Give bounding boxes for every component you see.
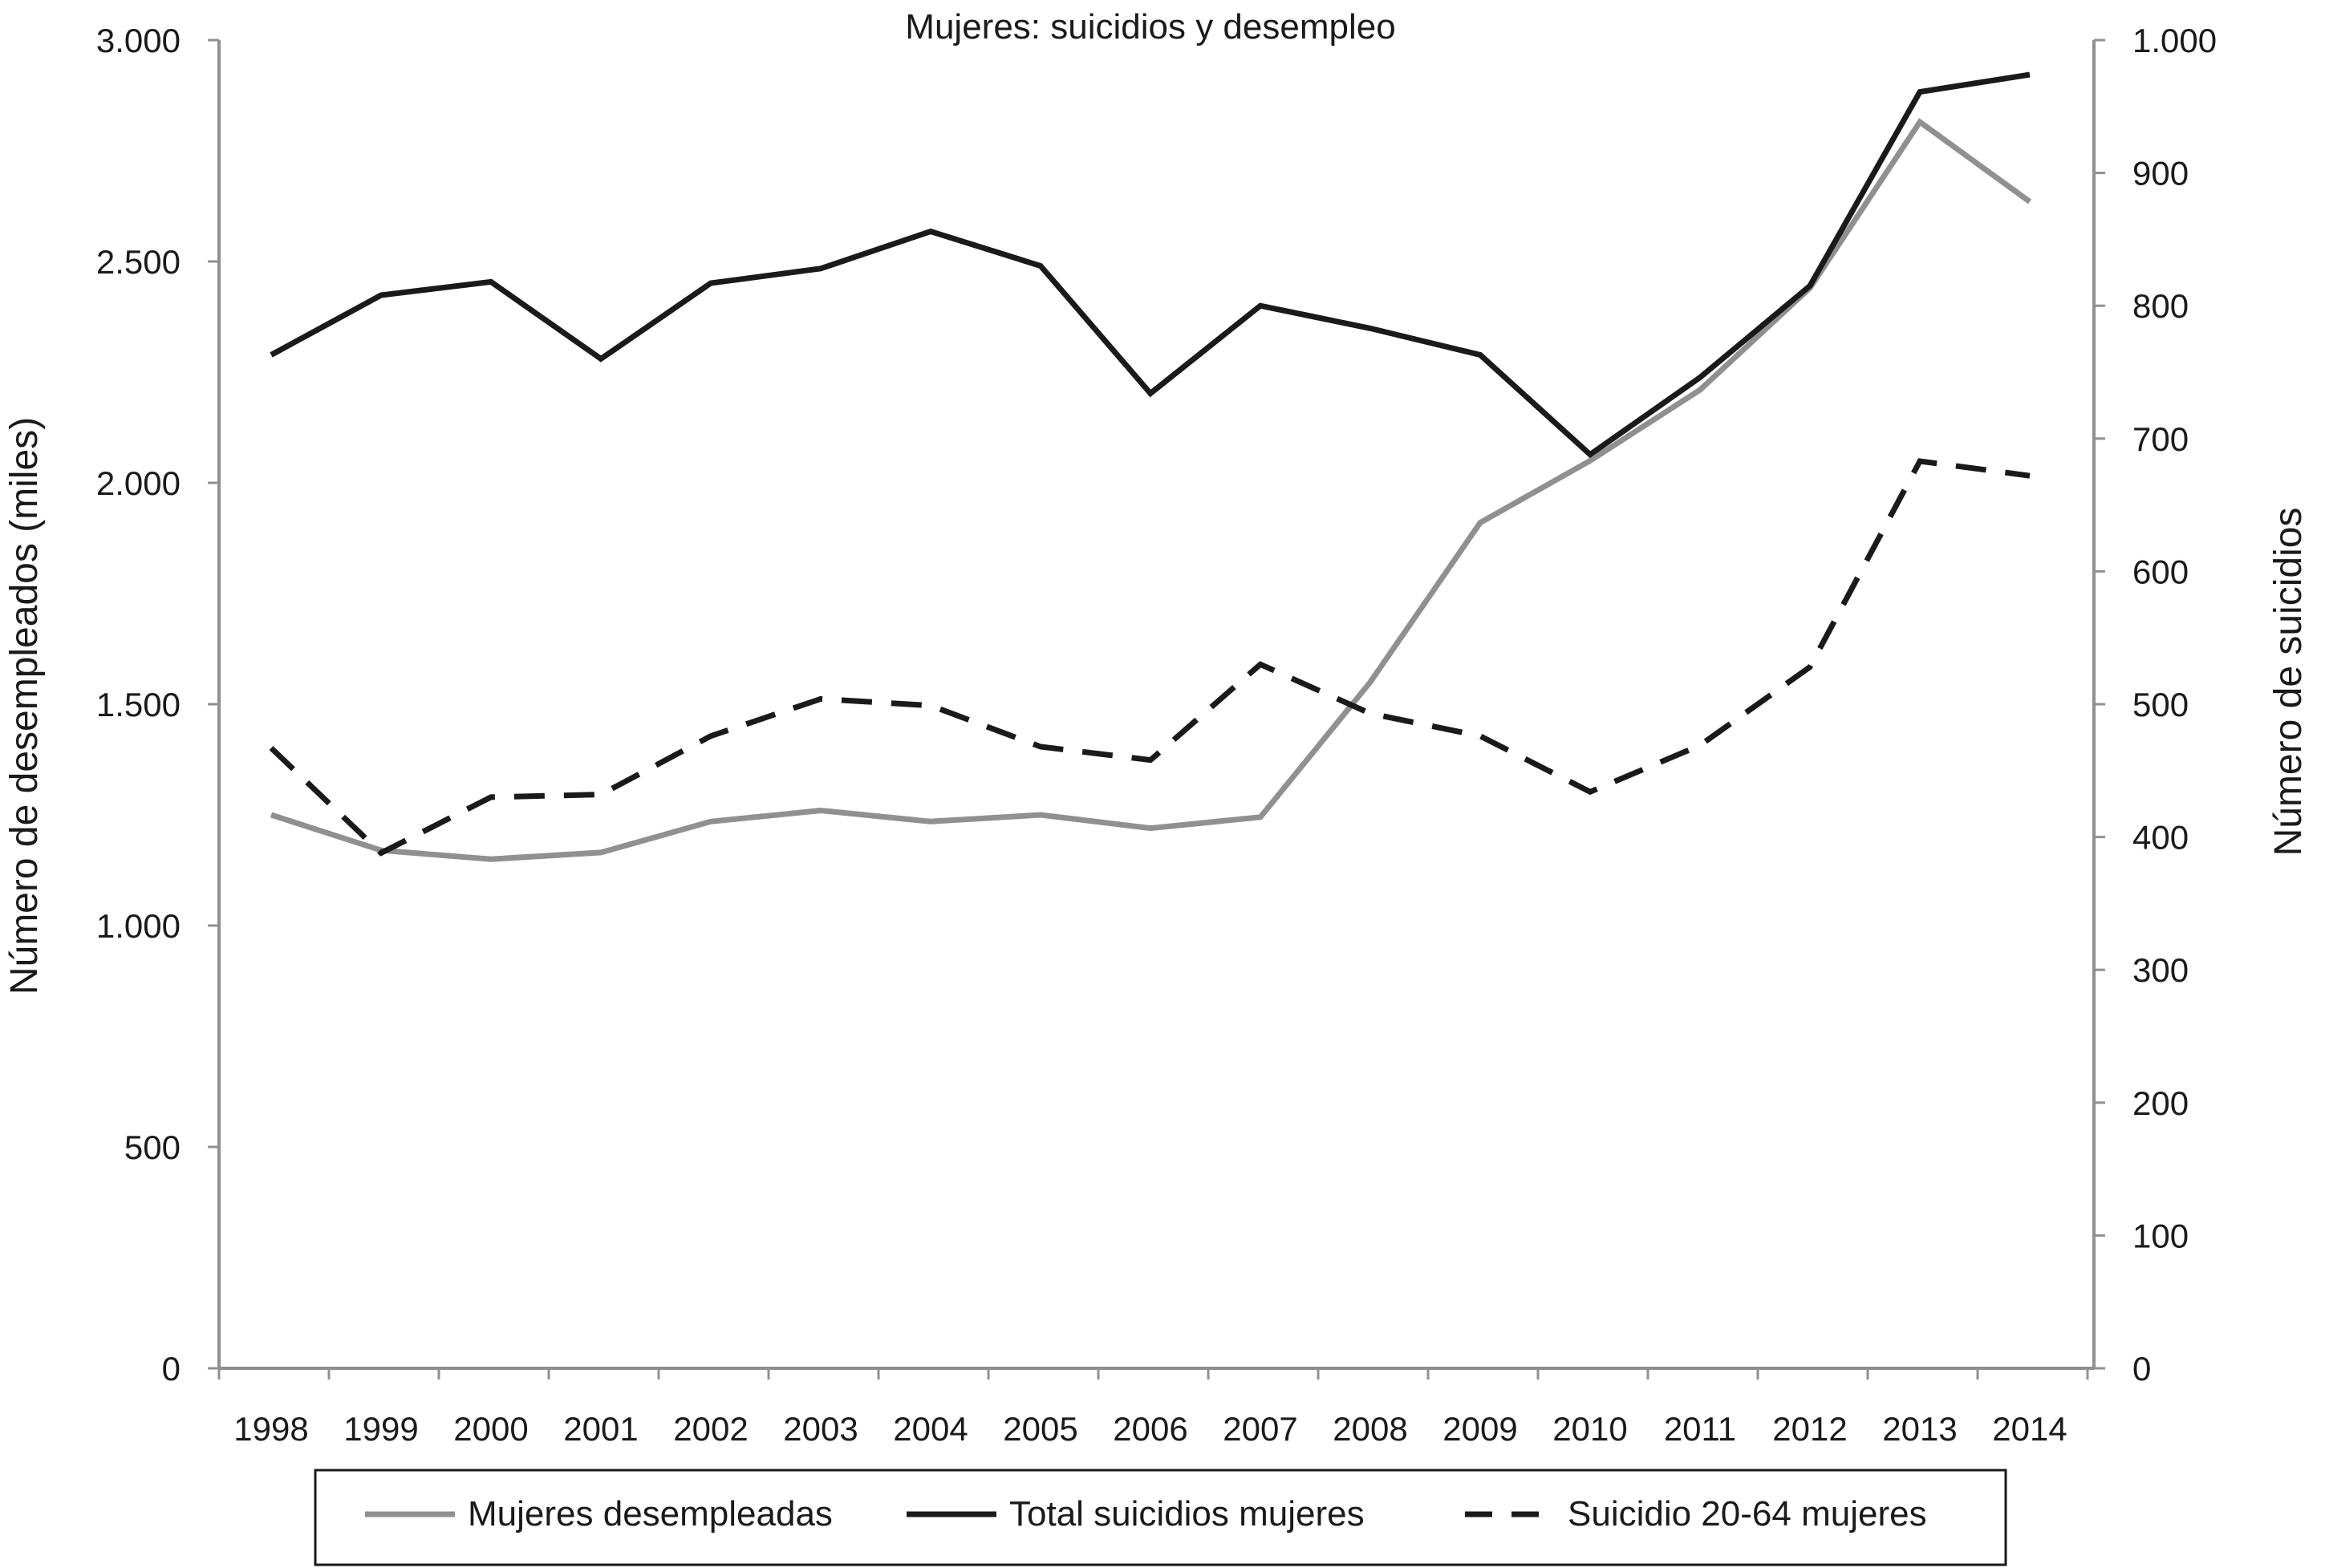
- y-right-tick-label: 900: [2132, 155, 2189, 192]
- x-tick-label: 2001: [563, 1410, 638, 1448]
- y-right-tick-label: 400: [2132, 819, 2189, 857]
- y-right-tick-label: 200: [2132, 1084, 2189, 1122]
- legend-label-3: Suicidio 20-64 mujeres: [1568, 1494, 1927, 1534]
- y-left-tick-label: 1.500: [96, 686, 181, 723]
- y-left-tick-label: 2.000: [96, 464, 181, 502]
- x-tick-label: 2008: [1333, 1410, 1407, 1448]
- x-tick-label: 2009: [1442, 1410, 1517, 1448]
- x-tick-label: 2006: [1113, 1410, 1187, 1448]
- y-axis-right-title: Número de suicidios: [2267, 508, 2310, 857]
- x-tick-label: 2004: [893, 1410, 968, 1448]
- series-lines: [269, 71, 2032, 862]
- x-tick-label: 2013: [1882, 1410, 1957, 1448]
- y-right-tick-label: 800: [2132, 287, 2189, 325]
- x-tick-label: 2014: [1992, 1410, 2067, 1448]
- legend-label-1: Mujeres desempleadas: [468, 1494, 833, 1534]
- x-tick-label: 2010: [1552, 1410, 1627, 1448]
- x-tick-label: 2012: [1772, 1410, 1847, 1448]
- series-line-1: [270, 118, 2032, 862]
- series-line-3: [269, 458, 2031, 857]
- y-left-tick-label: 1.000: [96, 907, 181, 945]
- x-tick-label: 2007: [1223, 1410, 1297, 1448]
- legend-box: [314, 1469, 2007, 1566]
- x-tick-label: 2005: [1003, 1410, 1077, 1448]
- x-tick-label: 1998: [233, 1410, 308, 1448]
- y-left-tick-label: 3.000: [96, 22, 181, 59]
- y-right-tick-label: 700: [2132, 420, 2189, 458]
- x-tick-label: 2000: [453, 1410, 528, 1448]
- x-tick-label: 2011: [1664, 1410, 1736, 1448]
- series-line-2: [270, 71, 2031, 459]
- x-tick-label: 1999: [343, 1410, 418, 1448]
- x-tick-label: 2002: [673, 1410, 748, 1448]
- y-right-tick-label: 100: [2132, 1217, 2189, 1254]
- y-right-tick-label: 600: [2132, 553, 2189, 590]
- y-right-tick-label: 0: [2132, 1350, 2151, 1388]
- legend: Mujeres desempleadas Total suicidios muje…: [314, 1469, 2007, 1566]
- y-left-tick-label: 500: [124, 1128, 181, 1166]
- y-left-tick-label: 2.500: [96, 243, 181, 281]
- y-axis-left-title: Número de desempleados (miles): [3, 417, 46, 995]
- chart-title: Mujeres: suicidios y desempleo: [905, 7, 1395, 47]
- y-left-tick-label: 0: [162, 1350, 181, 1388]
- legend-label-2: Total suicidios mujeres: [1009, 1494, 1365, 1534]
- y-right-tick-label: 300: [2132, 951, 2189, 989]
- axes: 0 500 1.000 1.500 2.000 2.500 3.000 0 100 200 300 4…: [3, 22, 2310, 1448]
- x-tick-label: 2003: [783, 1410, 858, 1448]
- y-right-tick-label: 1.000: [2132, 22, 2217, 59]
- y-right-tick-label: 500: [2132, 686, 2189, 723]
